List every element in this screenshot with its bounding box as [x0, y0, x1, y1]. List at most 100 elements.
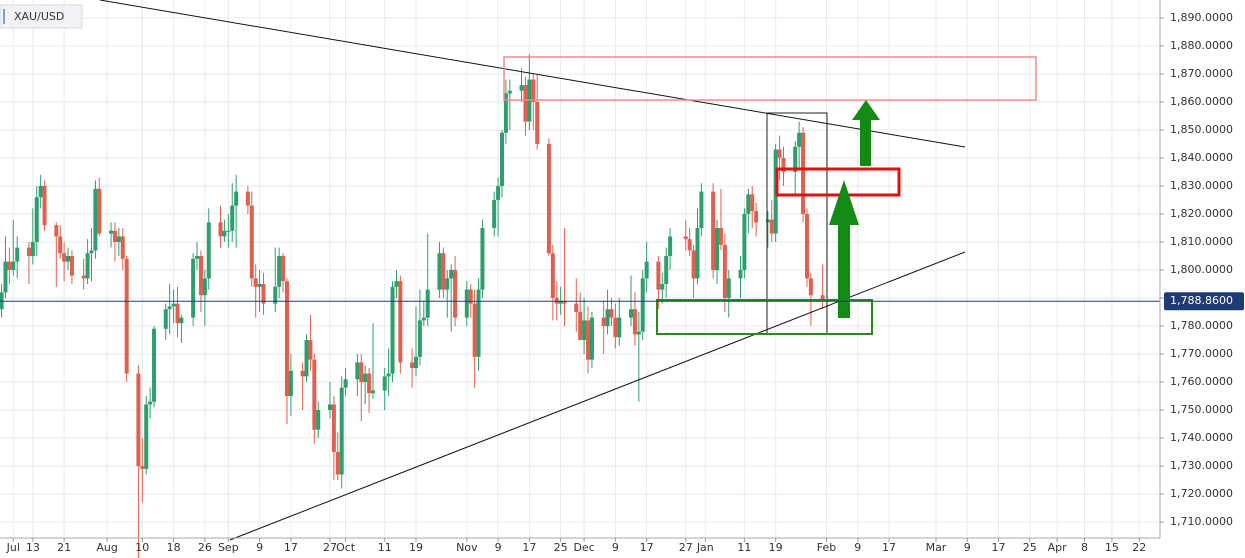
candle-body	[605, 309, 610, 327]
x-tick-label: 9	[854, 541, 861, 554]
target-box	[775, 167, 901, 197]
candle-body	[308, 340, 313, 360]
candle-body	[15, 247, 20, 262]
candle-body	[629, 309, 634, 318]
candle-body	[437, 253, 442, 290]
candle-body	[398, 281, 403, 363]
candle-body	[601, 317, 606, 327]
candle-body	[148, 401, 153, 405]
x-tick-label: 17	[882, 541, 896, 554]
x-tick-label: 9	[495, 541, 502, 554]
y-tick-label: 1,750.0000	[1170, 403, 1233, 416]
candle-body	[492, 199, 497, 228]
candle-body	[804, 213, 809, 279]
candle-body	[656, 261, 661, 290]
candle-body	[390, 286, 395, 374]
candle-body	[304, 340, 309, 377]
candle-body	[609, 309, 614, 318]
candle-body	[3, 261, 8, 293]
candle-body	[421, 317, 426, 321]
candle-body	[586, 320, 591, 360]
candle-body	[480, 227, 485, 290]
y-tick-label: 1,740.0000	[1170, 431, 1233, 444]
candle-body	[202, 278, 207, 296]
upper-trendline	[99, 0, 966, 148]
x-tick-label: 18	[167, 541, 181, 554]
candle-body	[503, 93, 508, 133]
x-tick-label: 15	[1105, 541, 1119, 554]
candle-body	[472, 303, 477, 357]
candle-body	[523, 85, 528, 122]
symbol-marker	[3, 9, 5, 24]
last-price-box	[1164, 292, 1244, 311]
candle-body	[468, 289, 473, 304]
candle-body	[808, 278, 813, 296]
candle-body	[715, 227, 720, 270]
candle-body	[257, 284, 262, 287]
candle-body	[695, 227, 700, 279]
y-tick-label: 1,860.0000	[1170, 95, 1233, 108]
candle-body	[230, 205, 235, 231]
candle-body	[777, 149, 782, 158]
candle-body	[85, 253, 90, 279]
candle-body	[234, 191, 239, 206]
x-tick-label: 22	[1132, 541, 1146, 554]
annotations	[99, 0, 1037, 541]
y-tick-label: 1,810.0000	[1170, 235, 1233, 248]
x-tick-label: 25	[554, 541, 568, 554]
candle-body	[42, 185, 47, 226]
candle-body	[445, 278, 450, 290]
x-tick-label: Oct	[336, 541, 356, 554]
candle-body	[519, 85, 524, 91]
candle-body	[797, 132, 802, 147]
support-box	[656, 299, 873, 335]
x-tick-label: 17	[640, 541, 654, 554]
x-tick-label: Dec	[573, 541, 594, 554]
candle-body	[687, 239, 692, 251]
candle-body	[355, 362, 360, 380]
candle-body	[582, 320, 587, 341]
candle-body	[112, 230, 117, 242]
candle-body	[636, 331, 641, 335]
candle-body	[500, 132, 505, 186]
x-tick-label: 25	[1023, 541, 1037, 554]
candle-body	[746, 194, 751, 214]
y-tick-label: 1,770.0000	[1170, 347, 1233, 360]
candle-body	[683, 236, 688, 240]
x-tick-label: 10	[135, 541, 149, 554]
y-tick-label: 1,870.0000	[1170, 67, 1233, 80]
candle-body	[550, 253, 555, 299]
candle-body	[664, 255, 669, 285]
candle-body	[765, 219, 770, 223]
y-tick-label: 1,780.0000	[1170, 319, 1233, 332]
candle-body	[370, 390, 375, 394]
candle-body	[152, 328, 157, 402]
candle-body	[245, 191, 250, 206]
candle-body	[781, 157, 786, 172]
y-tick-label: 1,890.0000	[1170, 11, 1233, 24]
x-tick-label: 8	[1081, 541, 1088, 554]
x-tick-label: 17	[522, 541, 536, 554]
candle-body	[97, 188, 102, 234]
candle-body	[140, 466, 145, 469]
candle-body	[507, 90, 512, 94]
candle-body	[359, 362, 364, 383]
candle-body	[386, 373, 391, 377]
candle-body	[413, 356, 418, 369]
candle-body	[343, 379, 348, 388]
candle-body	[754, 211, 759, 223]
candle-body	[81, 275, 86, 279]
candle-body	[163, 309, 168, 329]
candle-body	[69, 255, 74, 276]
candle-body	[316, 410, 321, 430]
candle-body	[335, 452, 340, 475]
candle-body	[136, 373, 141, 467]
candle-body	[453, 270, 458, 318]
candle-body	[722, 244, 727, 299]
x-tick-label: Jan	[696, 541, 714, 554]
candle-body	[109, 230, 114, 234]
y-tick-label: 1,760.0000	[1170, 375, 1233, 388]
candle-body	[363, 373, 368, 383]
candle-body	[769, 219, 774, 234]
x-tick-label: 21	[57, 541, 71, 554]
